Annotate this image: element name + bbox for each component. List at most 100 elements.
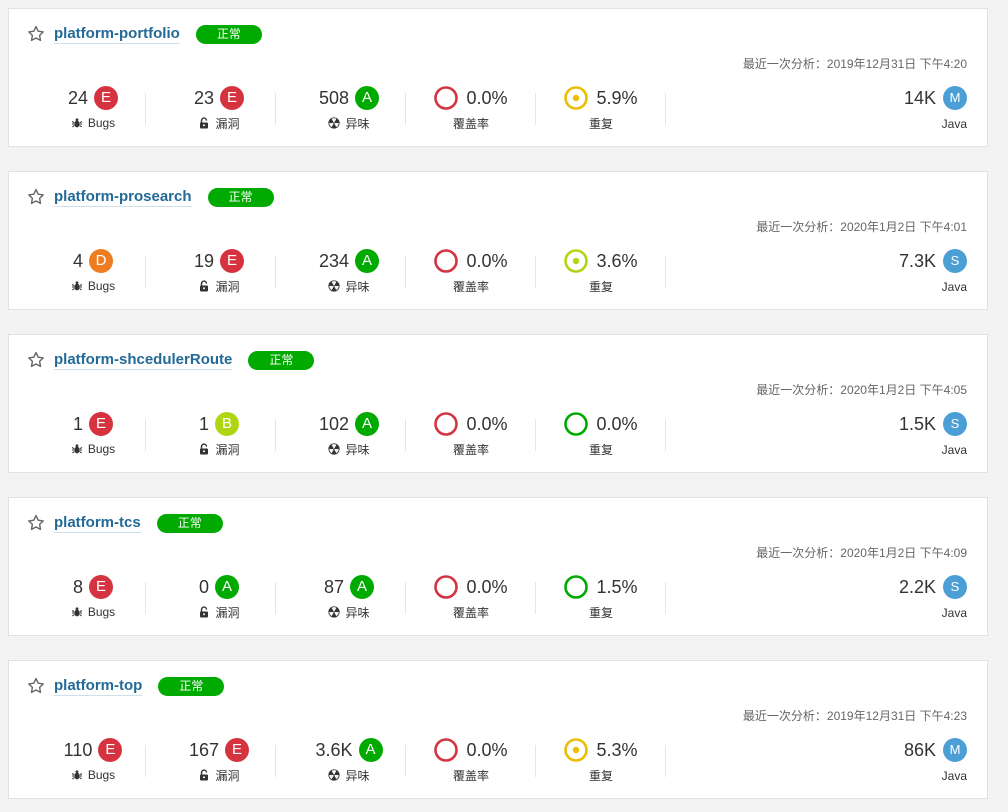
star-outline-icon[interactable] [27, 188, 45, 206]
size-measure[interactable]: 2.2K S Java [899, 574, 967, 622]
duplications-measure[interactable]: 3.6% 重复 [551, 248, 651, 298]
bugs-value[interactable]: 4 [72, 251, 83, 271]
vulnerabilities-measure[interactable]: 167 E 漏洞 [169, 737, 269, 787]
coverage-value[interactable]: 0.0% [466, 414, 508, 434]
coverage-value[interactable]: 0.0% [466, 740, 508, 760]
coverage-measure[interactable]: 0.0% 覆盖率 [421, 574, 521, 624]
coverage-measure[interactable]: 0.0% 覆盖率 [421, 248, 521, 298]
code-smells-value[interactable]: 234 [318, 251, 350, 271]
coverage-donut-icon [434, 86, 459, 110]
star-outline-icon[interactable] [27, 351, 45, 369]
code-smells-measure[interactable]: 3.6K A 异味 [299, 737, 399, 787]
lines-of-code-value[interactable]: 7.3K [898, 251, 936, 271]
lock-icon [198, 606, 210, 618]
vulnerabilities-rating[interactable]: B [215, 412, 239, 436]
coverage-measure[interactable]: 0.0% 覆盖率 [421, 737, 521, 787]
duplications-measure[interactable]: 5.9% 重复 [551, 85, 651, 135]
duplications-value[interactable]: 0.0% [596, 414, 638, 434]
measure-divider [145, 745, 146, 777]
bugs-rating[interactable]: E [94, 86, 119, 110]
code-smells-measure[interactable]: 234 A 异味 [299, 248, 399, 298]
code-smells-measure[interactable]: 87 A 异味 [299, 574, 399, 624]
bug-icon [71, 443, 83, 455]
project-name-link[interactable]: platform-shcedulerRoute [54, 350, 233, 370]
size-measure[interactable]: 1.5K S Java [899, 411, 967, 459]
last-analysis-date: 最近一次分析：2020年1月2日 下午4:05 [756, 383, 967, 397]
code-smells-value[interactable]: 508 [318, 88, 350, 108]
vulnerabilities-value[interactable]: 167 [188, 740, 220, 760]
size-measure[interactable]: 86K M Java [904, 737, 967, 785]
duplications-value[interactable]: 3.6% [596, 251, 638, 271]
size-measure[interactable]: 14K M Java [904, 85, 967, 133]
coverage-measure[interactable]: 0.0% 覆盖率 [421, 411, 521, 461]
duplications-value[interactable]: 1.5% [596, 577, 638, 597]
lines-of-code-value[interactable]: 2.2K [898, 577, 936, 597]
coverage-donut-icon [434, 575, 459, 599]
coverage-measure[interactable]: 0.0% 覆盖率 [421, 85, 521, 135]
measure-divider [275, 582, 276, 614]
bugs-measure[interactable]: 8 E Bugs [43, 574, 143, 624]
size-rating-badge: S [943, 249, 967, 273]
size-measure[interactable]: 7.3K S Java [899, 248, 967, 296]
bugs-measure[interactable]: 24 E Bugs [43, 85, 143, 135]
bugs-measure[interactable]: 4 D Bugs [43, 248, 143, 298]
bugs-rating[interactable]: E [89, 412, 113, 436]
bugs-value[interactable]: 1 [72, 414, 83, 434]
duplications-measure[interactable]: 1.5% 重复 [551, 574, 651, 624]
code-smells-value[interactable]: 87 [323, 577, 345, 597]
bugs-measure[interactable]: 110 E Bugs [43, 737, 143, 787]
code-smells-value[interactable]: 3.6K [315, 740, 353, 760]
bugs-rating[interactable]: D [89, 249, 113, 273]
vulnerabilities-measure[interactable]: 19 E 漏洞 [169, 248, 269, 298]
code-smells-rating[interactable]: A [355, 249, 380, 273]
bugs-value[interactable]: 24 [67, 88, 89, 108]
bugs-label: Bugs [87, 768, 116, 782]
bugs-rating[interactable]: E [89, 575, 113, 599]
star-outline-icon[interactable] [27, 514, 45, 532]
coverage-value[interactable]: 0.0% [466, 577, 508, 597]
bugs-value[interactable]: 8 [72, 577, 83, 597]
vulnerabilities-rating[interactable]: A [215, 575, 239, 599]
coverage-value[interactable]: 0.0% [466, 251, 508, 271]
lines-of-code-value[interactable]: 1.5K [898, 414, 936, 434]
vulnerabilities-measure[interactable]: 23 E 漏洞 [169, 85, 269, 135]
code-smells-rating[interactable]: A [355, 412, 380, 436]
duplications-measure[interactable]: 0.0% 重复 [551, 411, 651, 461]
vulnerabilities-rating[interactable]: E [220, 86, 245, 110]
code-smells-rating[interactable]: A [350, 575, 375, 599]
star-outline-icon[interactable] [27, 25, 45, 43]
bugs-value[interactable]: 110 [63, 740, 93, 760]
measure-divider [535, 256, 536, 288]
vulnerabilities-rating[interactable]: E [225, 738, 250, 762]
code-smells-value[interactable]: 102 [318, 414, 350, 434]
vulnerabilities-value[interactable]: 19 [193, 251, 215, 271]
project-name-link[interactable]: platform-portfolio [54, 24, 180, 44]
project-header: platform-prosearch 正常 [27, 186, 274, 208]
project-name-link[interactable]: platform-tcs [54, 513, 141, 533]
project-name-link[interactable]: platform-prosearch [54, 187, 192, 207]
star-outline-icon[interactable] [27, 677, 45, 695]
lines-of-code-value[interactable]: 86K [903, 740, 936, 760]
duplications-value[interactable]: 5.9% [596, 88, 638, 108]
lines-of-code-value[interactable]: 14K [903, 88, 936, 108]
duplications-value[interactable]: 5.3% [596, 740, 638, 760]
duplications-measure[interactable]: 5.3% 重复 [551, 737, 651, 787]
code-smells-rating[interactable]: A [358, 738, 383, 762]
vulnerabilities-value[interactable]: 1 [198, 414, 209, 434]
code-smells-measure[interactable]: 508 A 异味 [299, 85, 399, 135]
vulnerabilities-measure[interactable]: 1 B 漏洞 [169, 411, 269, 461]
bugs-rating[interactable]: E [98, 738, 123, 762]
vulnerabilities-measure[interactable]: 0 A 漏洞 [169, 574, 269, 624]
coverage-value[interactable]: 0.0% [466, 88, 508, 108]
code-smells-rating[interactable]: A [355, 86, 380, 110]
vulnerabilities-value[interactable]: 23 [193, 88, 215, 108]
vulnerabilities-label: 漏洞 [215, 442, 240, 457]
code-smells-measure[interactable]: 102 A 异味 [299, 411, 399, 461]
lock-icon [198, 443, 210, 455]
bugs-measure[interactable]: 1 E Bugs [43, 411, 143, 461]
size-rating-badge: S [943, 575, 967, 599]
project-name-link[interactable]: platform-top [54, 676, 143, 696]
vulnerabilities-value[interactable]: 0 [198, 577, 209, 597]
vulnerabilities-rating[interactable]: E [220, 249, 245, 273]
project-card: platform-portfolio 正常 最近一次分析：2019年12月31日… [8, 8, 988, 147]
